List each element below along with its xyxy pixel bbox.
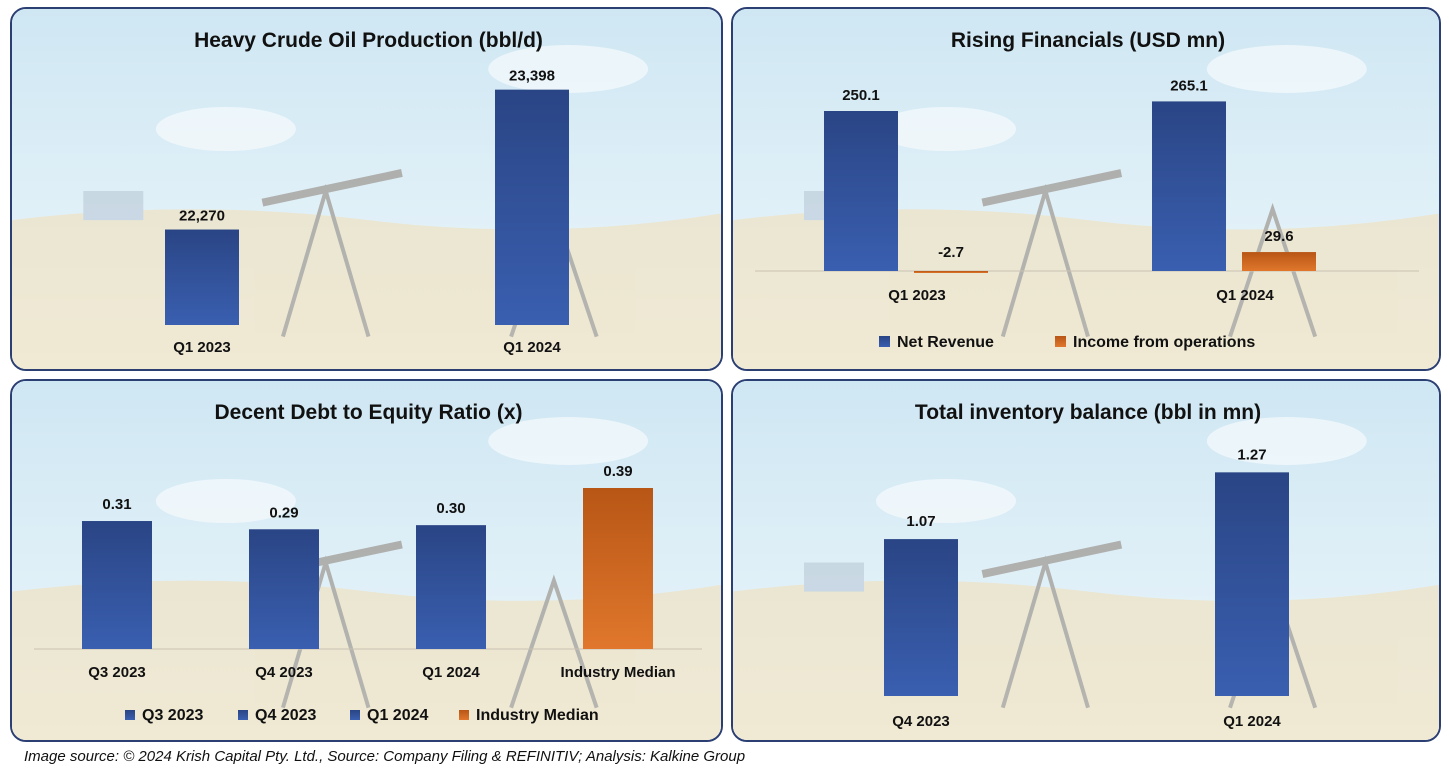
category-label: Q4 2023 bbox=[255, 664, 313, 681]
desert-ground bbox=[12, 209, 721, 369]
cloud-icon bbox=[1206, 417, 1367, 465]
legend-swatch bbox=[1055, 336, 1066, 347]
legend-label: Net Revenue bbox=[897, 334, 994, 351]
data-label: 1.27 bbox=[1237, 446, 1266, 463]
data-label: 23,398 bbox=[509, 68, 555, 85]
bar-q3-2023 bbox=[82, 521, 152, 649]
category-label: Q1 2024 bbox=[503, 339, 561, 356]
desert-ground bbox=[733, 580, 1439, 740]
data-label: 29.6 bbox=[1264, 228, 1293, 245]
legend-swatch bbox=[459, 710, 469, 720]
cloud-icon bbox=[488, 45, 649, 93]
panel-heavy-crude: Heavy Crude Oil Production (bbl/d) 22,270… bbox=[10, 7, 723, 371]
panel-debt-equity: Decent Debt to Equity Ratio (x) 0.31 Q3 20… bbox=[10, 379, 723, 742]
pumpjack-icon bbox=[509, 574, 599, 709]
legend-label: Q4 2023 bbox=[255, 707, 316, 724]
legend-swatch bbox=[125, 710, 135, 720]
bar-q4-2023 bbox=[884, 539, 958, 696]
desert-ground bbox=[733, 209, 1439, 369]
image-source-caption: Image source: © 2024 Krish Capital Pty. … bbox=[24, 748, 746, 765]
data-label: 0.30 bbox=[436, 500, 465, 517]
oilfield-illustration bbox=[733, 45, 1439, 369]
legend-swatch bbox=[879, 336, 890, 347]
panel-inventory: Total inventory balance (bbl in mn) 1.07 Q… bbox=[731, 379, 1441, 742]
bar-q1-2024 bbox=[416, 525, 486, 649]
category-label: Q1 2024 bbox=[1223, 713, 1281, 730]
bar-q1-2023 bbox=[165, 229, 239, 325]
data-label: 0.39 bbox=[603, 463, 632, 480]
category-label: Q1 2024 bbox=[422, 664, 480, 681]
data-label: 1.07 bbox=[906, 513, 935, 530]
bar-industry-median bbox=[583, 488, 653, 649]
legend-swatch bbox=[350, 710, 360, 720]
chart-title: Rising Financials (USD mn) bbox=[951, 29, 1225, 52]
chart-heavy-crude: Heavy Crude Oil Production (bbl/d) 22,270… bbox=[12, 9, 721, 369]
legend-label: Industry Median bbox=[476, 707, 599, 724]
factory-silhouette bbox=[804, 562, 864, 592]
pumpjack-beam bbox=[981, 169, 1123, 207]
cloud-icon bbox=[876, 107, 1016, 151]
chart-title: Total inventory balance (bbl in mn) bbox=[915, 401, 1261, 424]
category-label: Q1 2023 bbox=[888, 287, 946, 304]
data-label: -2.7 bbox=[938, 244, 964, 261]
bar-net-revenue bbox=[1152, 101, 1226, 271]
factory-silhouette bbox=[83, 191, 144, 221]
data-label: 265.1 bbox=[1170, 77, 1208, 94]
chart-title: Heavy Crude Oil Production (bbl/d) bbox=[194, 29, 543, 52]
cloud-icon bbox=[155, 479, 296, 523]
category-label: Industry Median bbox=[560, 664, 675, 681]
legend-label: Q3 2023 bbox=[142, 707, 203, 724]
desert-ground bbox=[12, 580, 721, 740]
data-label: 0.31 bbox=[102, 496, 131, 513]
legend-swatch bbox=[238, 710, 248, 720]
chart-title: Decent Debt to Equity Ratio (x) bbox=[214, 401, 522, 424]
chart-inventory: Total inventory balance (bbl in mn) 1.07 Q… bbox=[733, 381, 1439, 740]
data-label: 250.1 bbox=[842, 87, 880, 104]
cloud-icon bbox=[488, 417, 649, 465]
bar-q4-2023 bbox=[249, 529, 319, 649]
category-label: Q3 2023 bbox=[88, 664, 146, 681]
category-label: Q4 2023 bbox=[892, 713, 950, 730]
cloud-icon bbox=[1206, 45, 1367, 93]
data-label: 0.29 bbox=[269, 504, 298, 521]
bar-q1-2024 bbox=[1215, 472, 1289, 696]
pumpjack-beam bbox=[981, 540, 1123, 578]
cloud-icon bbox=[876, 479, 1016, 523]
legend-label: Income from operations bbox=[1073, 334, 1255, 351]
bar-q1-2024 bbox=[495, 89, 569, 325]
pumpjack-beam bbox=[261, 169, 403, 207]
category-label: Q1 2024 bbox=[1216, 287, 1274, 304]
legend-label: Q1 2024 bbox=[367, 707, 428, 724]
data-label: 22,270 bbox=[179, 208, 225, 225]
bar-net-revenue bbox=[824, 111, 898, 271]
panel-rising-financials: Rising Financials (USD mn) 250.1 265.1 -2.7… bbox=[731, 7, 1441, 371]
bar-income-from-operations bbox=[1242, 252, 1316, 271]
bar-income-from-operations bbox=[914, 271, 988, 273]
pumpjack-icon bbox=[1228, 202, 1318, 338]
chart-debt-equity: Decent Debt to Equity Ratio (x) 0.31 Q3 20… bbox=[12, 381, 721, 740]
cloud-icon bbox=[155, 107, 296, 151]
category-label: Q1 2023 bbox=[173, 339, 231, 356]
chart-rising-financials: Rising Financials (USD mn) 250.1 265.1 -2.7… bbox=[733, 9, 1439, 369]
